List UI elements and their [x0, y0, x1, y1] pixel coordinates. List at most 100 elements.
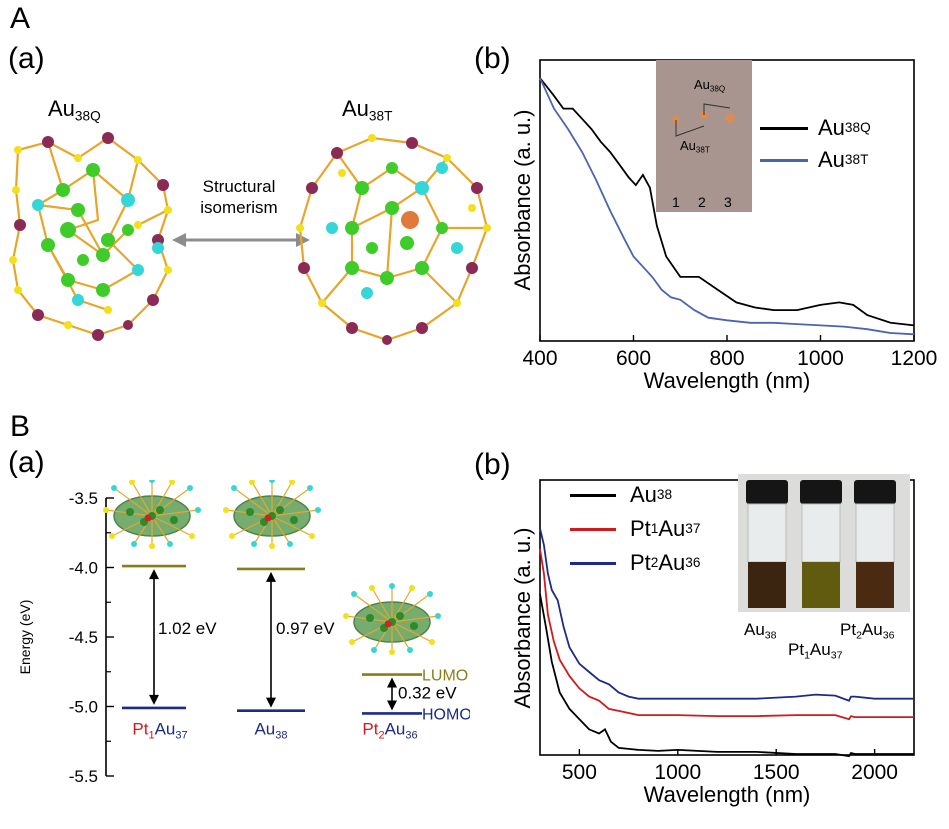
cluster-atom [269, 480, 275, 483]
legend-a-item-au38t: Au 38T [760, 144, 871, 176]
cluster-atom [167, 541, 173, 547]
cluster-atom-au [246, 508, 254, 516]
cluster-atom [111, 485, 117, 491]
plot-frame [539, 479, 915, 756]
legend-b-item-au38: Au 38 [570, 478, 700, 512]
legend-b-swatch-pt2au36 [570, 561, 616, 565]
cluster-atom-au [170, 516, 178, 524]
series-line-pt2au36 [539, 528, 914, 702]
panel-a-b-label: (b) [474, 42, 511, 75]
vial-label-pt2au36: Pt2Au36 [840, 620, 895, 642]
lane-2: 2 [698, 194, 706, 210]
legend-b-swatch-au38 [570, 493, 616, 497]
legend-b: Au 38 Pt 1 Au 37 Pt 2 Au 36 [570, 478, 700, 580]
gap-arrow-head-down [266, 697, 276, 708]
legend-b-swatch-pt1au37 [570, 527, 616, 531]
y-axis-label: Absorbance (a. u.) [510, 110, 535, 291]
x-axis-label: Wavelength (nm) [644, 782, 811, 807]
cluster-bond [391, 621, 411, 651]
cluster-atom [149, 543, 155, 549]
legend-b-item-pt1au37: Pt 1 Au 37 [570, 512, 700, 546]
cluster-atom-au [290, 516, 298, 524]
energy-y-tick-label: -5.0 [69, 698, 98, 717]
cluster-atom-au [410, 622, 418, 630]
x-tick-label: 400 [522, 347, 557, 370]
cluster-atom [287, 541, 293, 547]
cluster-atom [429, 639, 435, 645]
cluster-bond [271, 515, 313, 537]
cluster-atom [149, 480, 155, 483]
isomerism-label: Structural isomerism [200, 177, 278, 217]
gap-label: 0.32 eV [398, 684, 457, 703]
chart-a-absorbance: 400 600 800 1000 1200 Wavelength (nm) Absorban… [510, 59, 937, 393]
cluster-atom [231, 485, 237, 491]
cluster-atom [131, 541, 137, 547]
cluster-atom [251, 541, 257, 547]
cluster-atom-au [276, 506, 284, 514]
cluster-bond [353, 593, 393, 623]
cluster-atom-au [396, 612, 404, 620]
chart-b-series [539, 528, 914, 758]
legend-a: Au 38Q Au 38T [760, 112, 871, 176]
series-line-au38t [539, 77, 915, 336]
legend-b-item-pt2au36: Pt 2 Au 36 [570, 546, 700, 580]
cluster-atom [223, 507, 229, 513]
cluster-bond [151, 509, 199, 517]
lumo-label: LUMO [422, 668, 468, 685]
legend-a-swatch-au38t [760, 158, 808, 162]
cluster-atom [309, 533, 315, 539]
chart-a-series [539, 77, 915, 336]
cluster-atom [315, 507, 321, 513]
cluster-atom [369, 585, 375, 591]
vial-pt2au36 [854, 480, 896, 608]
x-tick-label: 800 [709, 347, 744, 370]
chart-b-absorbance: 500 1000 1500 2000 Wavelength (nm) Absorbance… [510, 479, 915, 807]
legend-a-item-au38q: Au 38Q [760, 112, 871, 144]
cluster-atom [109, 533, 115, 539]
cluster-atom [103, 507, 109, 513]
panel-letter-b: B [10, 410, 31, 443]
cluster-name-pt2au36: Pt2Au36 [362, 719, 417, 741]
vial-photo [738, 474, 910, 612]
energy-level-diagram: -3.5 -4.0 -4.5 -5.0 -5.5 Energy (eV) 1.02 eV 0.… [17, 480, 470, 786]
vial-au38 [746, 480, 788, 608]
cluster-bond [151, 515, 171, 545]
homo-label: HOMO [422, 706, 470, 723]
cluster-image-pt2au36 [343, 583, 441, 655]
cluster-bond [271, 481, 293, 517]
cluster-bond [371, 587, 393, 623]
cluster-atom-pt [384, 620, 392, 628]
vial-label-au38: Au38 [744, 620, 777, 642]
inset-spots [672, 103, 735, 137]
cluster-bond [113, 487, 153, 517]
cluster-bond [151, 481, 173, 517]
x-tick-label: 1000 [797, 347, 844, 370]
gap-arrow-head-down [387, 700, 397, 711]
panel-b-b-label: (b) [474, 448, 511, 481]
cluster-atom [343, 613, 349, 619]
x-tick-label: 1000 [654, 761, 701, 784]
gap-label: 0.97 eV [276, 619, 335, 638]
gap-arrow-head-down [149, 694, 159, 705]
cluster-bond [233, 487, 273, 517]
energy-y-tick-label: -4.0 [69, 559, 98, 578]
panel-letter-a: A [10, 2, 31, 35]
x-tick-label: 600 [616, 347, 651, 370]
series-line-au38q [539, 77, 915, 327]
cluster-bond [151, 515, 193, 537]
isomerism-double-arrow [172, 233, 310, 247]
lane-3: 3 [724, 194, 732, 210]
inset-label-au38q: Au38Q [694, 77, 726, 94]
energy-y-axis-label: Energy (eV) [17, 600, 33, 675]
inset-label-au38t: Au38T [680, 138, 710, 155]
cluster-image-au38 [223, 480, 321, 549]
cluster-bond [391, 621, 433, 643]
cluster-bond [391, 615, 439, 623]
cluster-atom-au [366, 614, 374, 622]
cluster-atom [195, 507, 201, 513]
cluster-atom [307, 485, 313, 491]
y-axis-label: Absorbance (a. u.) [510, 528, 535, 709]
panel-b-a-label: (a) [8, 446, 45, 479]
cluster-bond [271, 515, 291, 545]
cluster-atom [351, 591, 357, 597]
